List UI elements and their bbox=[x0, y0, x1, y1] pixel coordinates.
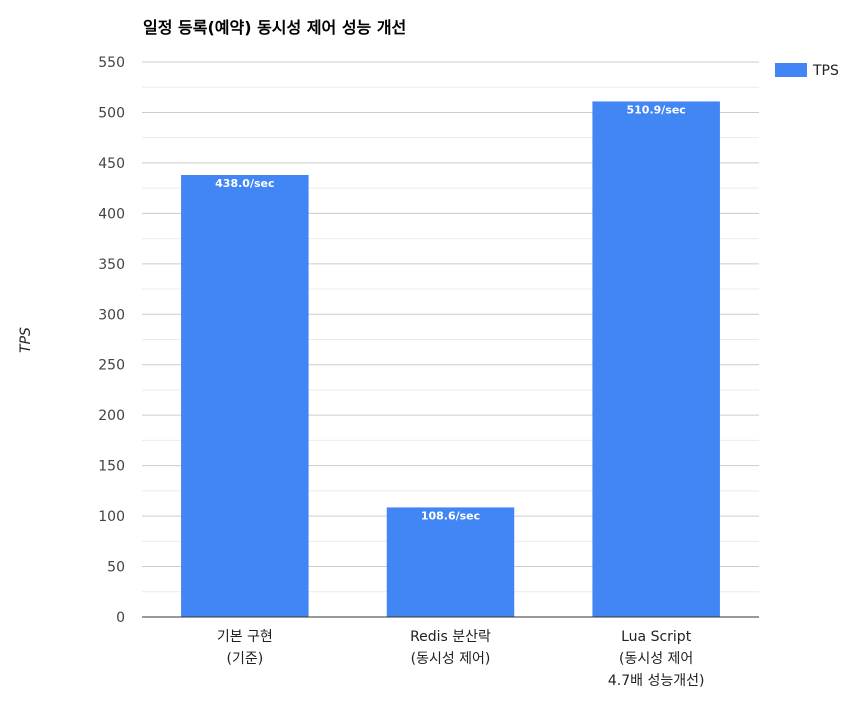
y-axis-ticks: 0 50 100 150 200 250 300 350 400 450 500 550 bbox=[98, 55, 125, 626]
y-tick-label: 500 bbox=[98, 105, 125, 121]
y-tick-label: 450 bbox=[98, 156, 125, 172]
x-category-label: Lua Script (동시성 제어 4.7배 성능개선) bbox=[608, 629, 705, 689]
y-tick-label: 100 bbox=[98, 509, 125, 525]
y-axis-label: TPS bbox=[18, 327, 34, 353]
x-axis-categories: 기본 구현 (기준) Redis 분산락 (동시성 제어) Lua Script (동시성… bbox=[217, 629, 705, 689]
y-tick-label: 200 bbox=[98, 408, 125, 424]
bar bbox=[592, 101, 720, 618]
data-label: 108.6/sec bbox=[421, 509, 480, 522]
x-category-label: 기본 구현 (기준) bbox=[217, 629, 273, 667]
legend: TPS bbox=[775, 63, 839, 79]
data-label: 510.9/sec bbox=[626, 103, 685, 116]
data-label: 438.0/sec bbox=[215, 177, 274, 190]
y-tick-label: 50 bbox=[107, 560, 125, 576]
y-tick-label: 400 bbox=[98, 206, 125, 222]
y-tick-label: 350 bbox=[98, 257, 125, 273]
chart-title: 일정 등록(예약) 동시성 제어 성능 개선 bbox=[143, 18, 406, 37]
y-tick-label: 150 bbox=[98, 459, 125, 475]
y-tick-label: 250 bbox=[98, 358, 125, 374]
legend-label: TPS bbox=[812, 63, 839, 79]
legend-swatch bbox=[775, 63, 807, 77]
y-tick-label: 550 bbox=[98, 55, 125, 71]
bar bbox=[386, 507, 515, 617]
y-tick-label: 300 bbox=[98, 307, 125, 323]
bar bbox=[181, 175, 309, 617]
x-category-label: Redis 분산락 (동시성 제어) bbox=[410, 629, 491, 667]
bars: 438.0/sec 108.6/sec 510.9/sec bbox=[181, 101, 720, 618]
y-tick-label: 0 bbox=[116, 610, 125, 626]
